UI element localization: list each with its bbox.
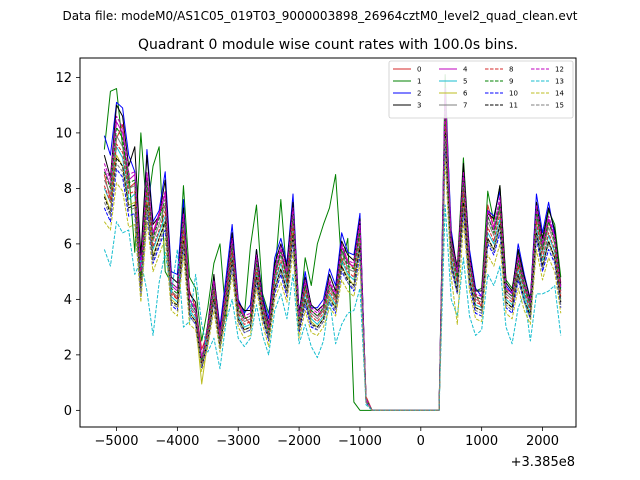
series-line-0 xyxy=(103,118,562,411)
y-tick-label: 10 xyxy=(55,126,72,141)
y-tick-label: 2 xyxy=(64,348,72,363)
chart-title: Quadrant 0 module wise count rates with … xyxy=(138,37,518,53)
series-line-15 xyxy=(103,137,562,411)
x-offset-label: +3.385e8 xyxy=(511,455,575,470)
y-tick-label: 4 xyxy=(64,293,72,308)
series-line-5 xyxy=(103,124,562,411)
legend-label-10: 10 xyxy=(509,90,518,98)
chart-suptitle: Data file: modeM0/AS1C05_019T03_90000038… xyxy=(62,9,577,23)
y-tick-label: 8 xyxy=(64,182,72,197)
legend-label-0: 0 xyxy=(417,66,421,74)
series-line-14 xyxy=(103,157,562,411)
x-tick-label: 2000 xyxy=(526,434,559,449)
x-tick-label: −2000 xyxy=(277,434,321,449)
legend-label-2: 2 xyxy=(417,90,421,98)
legend-label-14: 14 xyxy=(555,90,564,98)
x-axis: −5000 −4000 −3000 −2000 −1000 0 1000 2000 xyxy=(95,427,559,449)
series-line-3 xyxy=(103,104,562,411)
legend-label-15: 15 xyxy=(555,102,564,110)
y-tick-label: 0 xyxy=(64,404,72,419)
x-tick-label: 0 xyxy=(417,434,425,449)
legend-label-11: 11 xyxy=(509,102,518,110)
legend-label-1: 1 xyxy=(417,78,421,86)
series-line-8 xyxy=(103,118,562,411)
series-line-4 xyxy=(103,88,562,411)
legend-label-7: 7 xyxy=(463,102,467,110)
y-axis: 0 2 4 6 8 10 12 xyxy=(55,71,80,419)
legend-label-8: 8 xyxy=(509,66,513,74)
y-tick-label: 6 xyxy=(64,237,72,252)
series-line-6 xyxy=(103,132,562,411)
series-line-9 xyxy=(103,101,562,411)
legend-label-9: 9 xyxy=(509,78,513,86)
legend-label-5: 5 xyxy=(463,78,467,86)
series-line-11 xyxy=(103,132,562,411)
legend-box xyxy=(388,60,574,119)
y-tick-label: 12 xyxy=(55,71,72,86)
x-tick-label: −3000 xyxy=(216,434,260,449)
legend-label-12: 12 xyxy=(555,66,564,74)
series-line-10 xyxy=(103,143,562,411)
x-tick-label: 1000 xyxy=(465,434,498,449)
series-line-13 xyxy=(103,204,562,411)
series-layer xyxy=(103,74,562,411)
series-line-2 xyxy=(103,88,562,411)
legend-label-3: 3 xyxy=(417,102,421,110)
x-tick-label: −5000 xyxy=(95,434,139,449)
series-line-12 xyxy=(103,93,562,411)
legend-label-4: 4 xyxy=(463,66,468,74)
x-tick-label: −4000 xyxy=(155,434,199,449)
legend-label-6: 6 xyxy=(463,90,468,98)
x-tick-label: −1000 xyxy=(338,434,382,449)
plot-frame xyxy=(79,57,577,428)
legend-label-13: 13 xyxy=(555,78,564,86)
series-line-7 xyxy=(103,110,562,411)
series-line-1 xyxy=(103,74,562,411)
